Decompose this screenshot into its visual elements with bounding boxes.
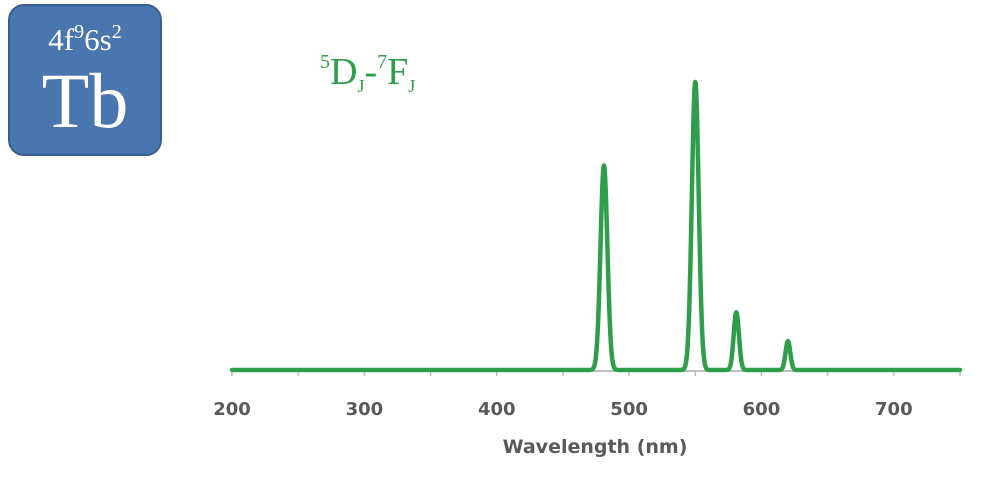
x-tick-label: 500 xyxy=(610,399,648,420)
electron-configuration: 4f96s2 xyxy=(48,21,122,57)
x-tick-label: 200 xyxy=(213,399,251,420)
spectrum-line xyxy=(229,79,963,373)
x-tick-label: 300 xyxy=(346,399,384,420)
x-tick-label: 700 xyxy=(875,399,913,420)
x-tick-label: 600 xyxy=(743,399,781,420)
element-tile: 4f96s2 Tb xyxy=(8,4,162,156)
x-axis-title: Wavelength (nm) xyxy=(503,436,688,458)
x-axis-ticks: 200 300 400 500 600 700 xyxy=(213,371,961,420)
x-tick-label: 400 xyxy=(478,399,516,420)
element-symbol: Tb xyxy=(41,57,129,144)
transition-label: 5DJ-7FJ xyxy=(320,51,416,96)
